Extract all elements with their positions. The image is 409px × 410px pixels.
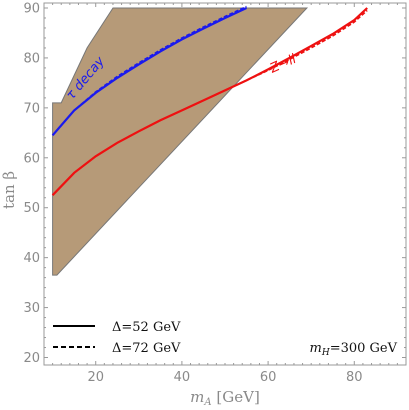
y-tick-label: 90 xyxy=(23,1,40,16)
y-tick-label: 70 xyxy=(23,101,40,116)
mass-note-rest: =300 GeV xyxy=(330,341,398,356)
x-axis-title-sub: A xyxy=(203,397,211,408)
y-axis-title: tan β xyxy=(0,171,18,209)
x-axis-title-main: m xyxy=(190,388,204,406)
y-tick-label: 80 xyxy=(23,51,40,66)
x-tick-label: 80 xyxy=(346,370,363,385)
x-axis-title: mA [GeV] xyxy=(190,388,260,408)
mass-note: mH=300 GeV xyxy=(310,341,398,358)
allowed-region xyxy=(52,7,309,276)
y-tick-label: 20 xyxy=(23,351,40,366)
plot-area xyxy=(51,5,368,276)
x-axis-title-unit: [GeV] xyxy=(212,388,260,406)
legend-label-dashed: Δ=72 GeV xyxy=(112,341,181,356)
series-layer xyxy=(51,5,368,196)
series-line-0-solid xyxy=(51,7,247,137)
legend: Δ=52 GeV Δ=72 GeV xyxy=(53,320,181,356)
mass-note-main: m xyxy=(310,341,322,356)
y-tick-label: 60 xyxy=(23,151,40,166)
legend-label-solid: Δ=52 GeV xyxy=(112,320,181,335)
y-tick-label: 40 xyxy=(23,251,40,266)
x-tick-label: 20 xyxy=(87,370,104,385)
series-line-1-dashed xyxy=(51,5,247,136)
x-tick-label: 60 xyxy=(260,370,277,385)
y-tick-label: 50 xyxy=(23,201,40,216)
series-line-2-solid xyxy=(51,7,368,196)
ticks-layer: 20 40 60 80 20 30 40 50 60 70 80 90 xyxy=(23,1,406,385)
mass-note-sub: H xyxy=(321,348,330,358)
x-tick-label: 40 xyxy=(174,370,191,385)
y-tick-label: 30 xyxy=(23,301,40,316)
